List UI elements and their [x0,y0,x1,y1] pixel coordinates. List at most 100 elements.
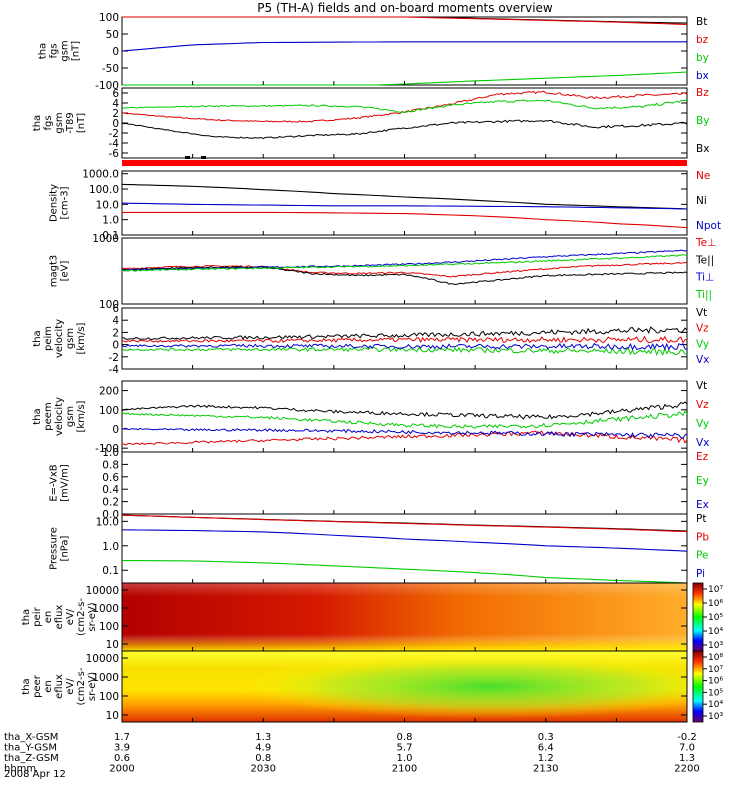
series-Npot [121,202,688,210]
ephemeris-value: 2200 [674,764,699,775]
legend-Vt: Vt [696,380,707,392]
y-tick-label: -50 [102,63,119,75]
ephemeris-row-label: tha_Y-GSM [4,743,57,754]
y-tick-label: -6 [109,148,120,160]
series-Bx [121,119,688,140]
colorbar-tick-label: 10⁴ [708,700,723,710]
legend-Vx: Vx [696,437,709,449]
y-tick-label: 1000 [92,233,119,245]
y-tick-label: 2 [112,327,119,339]
y-tick-label: 0 [112,424,119,436]
y-tick-label: 0.2 [102,497,119,509]
y-axis-label: tha [32,330,43,346]
y-axis-label: tha [21,609,32,625]
panel-7: 1.00.80.60.40.20.0 E=-VxB [mV/m] Ez Ey Ex [49,447,709,521]
legend-Ti||: Ti|| [695,289,712,301]
legend-Te||: Te|| [695,254,714,266]
y-axis-label: en [43,680,54,693]
legend-Ez: Ez [696,451,709,463]
ephemeris-value: -0.2 [677,732,697,743]
series-Pi [121,529,688,552]
legend-Vy: Vy [696,418,709,430]
y-tick-label: 100 [99,691,119,703]
y-axis-label: sr-eV) [87,672,98,701]
panel-frame [121,513,688,584]
y-tick-label: 100 [99,405,119,417]
y-tick-label: 1000 [92,672,119,684]
y-tick-label: 200 [99,386,119,398]
y-tick-label: 10.0 [96,199,119,211]
series-Vt [121,401,688,420]
y-axis-label: peer [32,674,43,698]
ephemeris-value: 0.6 [114,753,130,764]
legend-Bx: Bx [696,143,709,155]
legend-Vt: Vt [696,307,707,319]
y-axis-label: tha [32,408,43,424]
y-axis-label: fgs [43,115,54,130]
y-tick-label: 0.4 [102,484,119,496]
legend-Ti⊥: Ti⊥ [695,272,714,284]
ephemeris-value: 0.8 [397,732,413,743]
y-tick-label: 100 [99,299,119,311]
y-tick-label: 2 [112,108,119,120]
y-tick-label: 10.0 [96,516,119,528]
y-tick-label: 0 [112,340,119,352]
y-axis-label: gsm [54,112,65,133]
y-tick-label: 10 [106,639,119,651]
y-axis-label: -T89 [65,112,76,134]
y-axis-label: gsm [65,328,76,349]
legend-Vx: Vx [696,354,709,366]
ephemeris-value: 4.9 [255,743,271,754]
y-tick-label: 4 [112,315,119,327]
y-axis-label: eflux [54,605,65,630]
ephemeris-value: 3.9 [114,743,130,754]
y-axis-label: [nPa] [60,535,71,561]
colorbar-gradient [692,650,704,723]
legend-by: by [696,52,709,64]
ephemeris-row-label: tha_Z-GSM [4,753,59,764]
colorbar-tick-label: 10⁵ [708,688,723,698]
colorbar-tick-label: 10³ [708,712,723,722]
y-axis-label: gsm [60,40,71,61]
legend-Ex: Ex [696,499,709,511]
panel-6: 200 100 0 -100 tha peem velocity gsm [km/s] Vt Vz V… [32,380,709,455]
series-Pe [121,559,688,584]
colorbar-tick-label: 10⁴ [708,627,723,637]
y-tick-label: -2 [109,352,119,364]
y-axis-label: eV/ [65,678,76,695]
legend-By: By [696,115,709,127]
legend-Ne: Ne [696,170,710,182]
ephemeris-value: 1.7 [114,732,130,743]
y-tick-label: 6 [112,88,119,100]
y-tick-label: -2 [109,128,119,140]
y-tick-label: 50 [106,29,119,41]
mode-mark [201,156,206,159]
y-axis-label: gsm [65,406,76,427]
y-tick-label: 0.6 [102,472,119,484]
legend-Bz: Bz [696,87,709,99]
y-axis-label: (cm2-s- [76,598,87,636]
y-axis-label: tha [21,678,32,694]
series-Vy [121,346,687,356]
ephemeris-value: 7.0 [679,743,695,754]
series-Vy [121,410,688,429]
y-tick-label: 1000 [92,603,119,615]
colorbar-tick-label: 10⁷ [708,665,723,675]
y-axis-label: en [43,611,54,624]
y-tick-label: 100 [99,12,119,24]
ephemeris-value: 1.3 [255,732,271,743]
ephemeris-value: 2000 [109,764,134,775]
colorbar-tick-label: 10⁶ [708,677,723,687]
panel-frame [121,237,688,305]
y-axis-label: [km/s] [76,322,87,354]
y-tick-label: -4 [109,138,120,150]
series-Vz [121,335,688,344]
y-tick-label: 100.0 [89,184,119,196]
panel-frame [121,451,688,515]
series-Vt [121,326,688,340]
y-tick-label: 1.0 [102,215,119,227]
colorbar-9: 10⁷ 10⁶ 10⁵ 10⁴ 10³ [692,582,723,652]
ephemeris-value: 1.2 [538,753,554,764]
